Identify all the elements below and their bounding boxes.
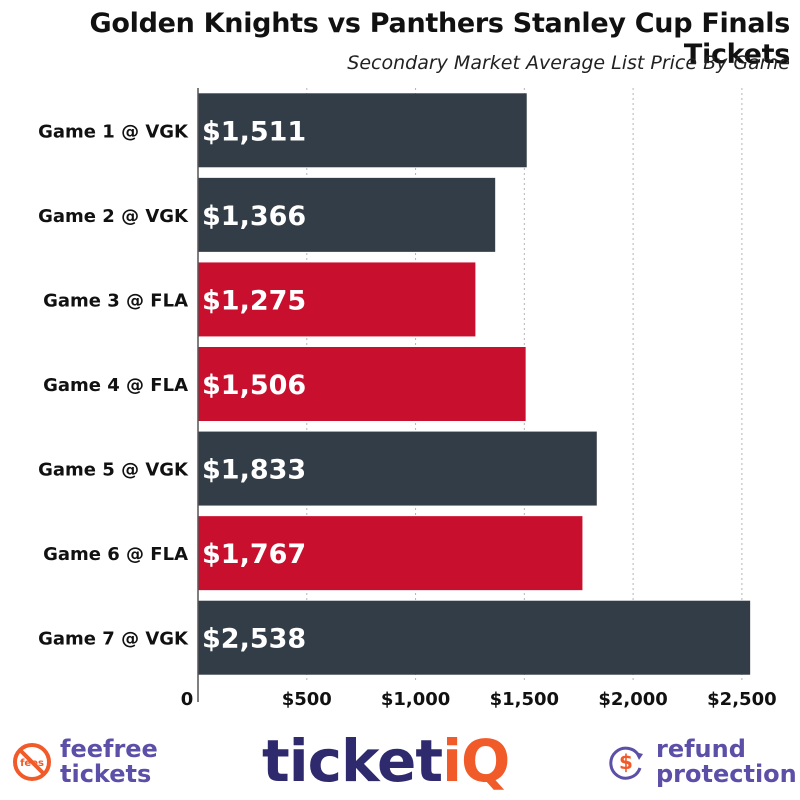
category-label: Game 6 @ FLA <box>43 544 188 565</box>
category-label: Game 1 @ VGK <box>38 121 189 142</box>
chart-subtitle: Secondary Market Average List Price By G… <box>347 52 790 74</box>
bar <box>198 177 496 252</box>
x-tick-label: $500 <box>282 689 332 710</box>
ticketiq-logo[interactable]: ticketiQ <box>262 727 510 795</box>
x-tick-label: $1,500 <box>490 689 559 710</box>
bar <box>198 262 476 337</box>
ticketiq-logo-iq: iQ <box>442 727 510 795</box>
x-tick-label: $1,000 <box>381 689 450 710</box>
data-label: $1,275 <box>202 285 306 316</box>
category-label: Game 2 @ VGK <box>38 206 189 227</box>
bar <box>198 431 597 506</box>
data-label: $2,538 <box>202 624 306 655</box>
bar <box>198 93 527 168</box>
data-label: $1,366 <box>202 201 306 232</box>
tickets-label: tickets <box>60 760 152 788</box>
refund-dollar-icon: $ <box>609 746 643 780</box>
refund-protection-logo[interactable]: $ refund protection <box>606 737 797 787</box>
category-label: Game 4 @ FLA <box>43 375 188 396</box>
bar <box>198 516 583 591</box>
x-tick-label: $2,000 <box>598 689 667 710</box>
ticketiq-logo-ticket: ticket <box>262 727 443 795</box>
data-label: $1,511 <box>202 116 306 147</box>
bar-chart: $1,511 Game 1 @ VGK $1,366 Game 2 @ VGK $1,2… <box>38 88 777 710</box>
data-label: $1,506 <box>202 370 306 401</box>
refund-label: refund <box>656 735 746 763</box>
category-label: Game 3 @ FLA <box>43 290 188 311</box>
category-label: Game 7 @ VGK <box>38 629 189 650</box>
data-label: $1,767 <box>202 539 306 570</box>
category-label: Game 5 @ VGK <box>38 460 189 481</box>
footer: fees feefree tickets ticketiQ $ refund p… <box>0 725 800 800</box>
no-fees-icon: fees <box>13 743 51 781</box>
feefree-label: feefree <box>60 735 158 763</box>
bar <box>198 347 526 421</box>
svg-text:$: $ <box>619 750 633 774</box>
bar <box>198 600 751 675</box>
feefree-tickets-logo[interactable]: fees feefree tickets <box>12 737 158 787</box>
protection-label: protection <box>656 760 797 788</box>
data-label: $1,833 <box>202 455 306 486</box>
chart-title: Golden Knights vs Panthers Stanley Cup F… <box>89 8 791 70</box>
x-tick-label: $2,500 <box>707 689 776 710</box>
x-tick-label: 0 <box>181 689 194 710</box>
